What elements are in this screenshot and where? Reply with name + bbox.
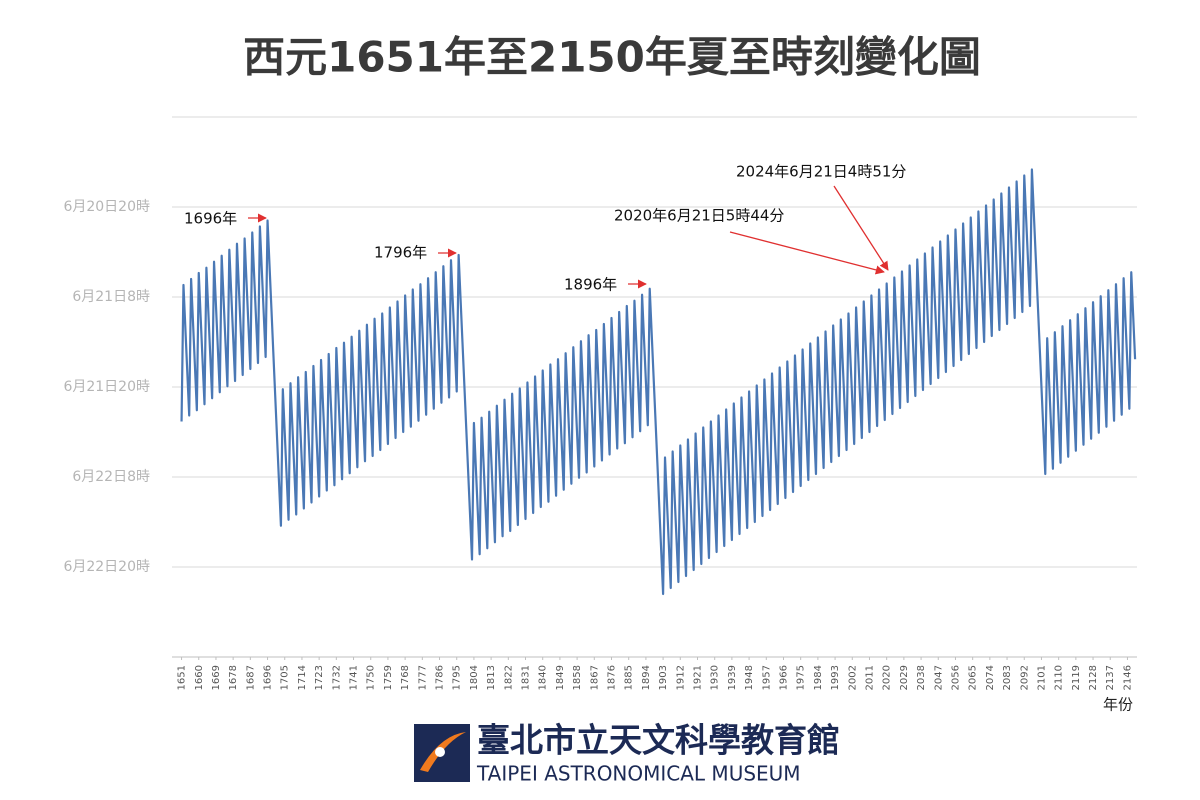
x-tick-label: 2083 (1002, 665, 1013, 690)
x-tick-label: 1786 (435, 665, 446, 690)
x-tick-label: 1759 (383, 665, 394, 690)
x-tick-label: 1912 (675, 665, 686, 690)
x-tick-label: 1687 (245, 665, 256, 690)
x-tick-label: 1723 (314, 665, 325, 690)
x-tick-label: 1921 (692, 665, 703, 690)
logo: 臺北市立天文科學教育館 TAIPEI ASTRONOMICAL MUSEUM (414, 721, 840, 786)
x-tick-label: 2056 (950, 665, 961, 690)
x-tick-label: 2065 (968, 665, 979, 690)
x-tick-label: 1831 (521, 665, 532, 690)
x-tick-label: 1795 (452, 665, 463, 690)
x-tick-label: 1903 (658, 665, 669, 690)
x-tick-label: 2092 (1019, 665, 1030, 690)
x-tick-label: 2038 (916, 665, 927, 690)
x-tick-label: 2020 (882, 665, 893, 690)
x-tick-label: 1651 (177, 665, 188, 690)
x-tick-label: 1813 (486, 665, 497, 690)
x-tick-label: 1732 (331, 665, 342, 690)
x-tick-label: 1894 (641, 665, 652, 690)
x-tick-label: 1966 (778, 665, 789, 690)
x-tick-label: 1993 (830, 665, 841, 690)
x-tick-label: 1957 (761, 665, 772, 690)
x-tick-label: 2119 (1071, 665, 1082, 690)
x-tick-label: 1858 (572, 665, 583, 690)
x-tick-label: 2074 (985, 665, 996, 690)
y-tick-label: 6月21日8時 (72, 289, 150, 305)
x-tick-label: 1975 (796, 665, 807, 690)
x-tick-label: 1714 (297, 665, 308, 690)
x-tick-label: 1741 (349, 665, 360, 690)
x-tick-label: 1804 (469, 665, 480, 690)
x-tick-label: 1822 (503, 665, 514, 690)
annotation: 1796年 (374, 244, 427, 262)
x-tick-label: 1750 (366, 665, 377, 690)
y-tick-label: 6月20日20時 (63, 199, 150, 215)
y-tick-label: 6月22日8時 (72, 469, 150, 485)
annotation: 1696年 (184, 210, 237, 228)
x-tick-label: 2128 (1088, 665, 1099, 690)
x-tick-label: 2146 (1122, 665, 1133, 690)
logo-swoosh (420, 732, 466, 772)
x-tick-label: 1939 (727, 665, 738, 690)
data-line (180, 168, 1137, 596)
x-tick-label: 1930 (710, 665, 721, 690)
x-axis-label: 年份 (1103, 696, 1133, 714)
x-tick-label: 2047 (933, 665, 944, 690)
x-tick-label: 2002 (847, 665, 858, 690)
logo-dot (435, 747, 445, 757)
x-tick-label: 2011 (864, 665, 875, 690)
chart-title: 西元1651年至2150年夏至時刻變化圖 (243, 33, 981, 82)
x-tick-label: 2137 (1105, 665, 1116, 690)
x-tick-label: 1777 (417, 665, 428, 690)
y-tick-label: 6月21日20時 (63, 379, 150, 395)
x-tick-label: 1840 (538, 665, 549, 690)
annotation: 2024年6月21日4時51分 (736, 163, 906, 181)
x-tick-label: 1849 (555, 665, 566, 690)
x-tick-label: 1696 (263, 665, 274, 690)
x-tick-label: 1876 (607, 665, 618, 690)
x-tick-label: 1867 (589, 665, 600, 690)
x-tick-label: 1768 (400, 665, 411, 690)
logo-name: 臺北市立天文科學教育館 (477, 721, 840, 760)
x-tick-label: 1984 (813, 665, 824, 690)
x-tick-label: 2029 (899, 665, 910, 690)
x-tick-label: 2101 (1036, 665, 1047, 690)
x-tick-label: 2110 (1054, 665, 1065, 690)
x-tick-label: 1669 (211, 665, 222, 690)
x-tick-label: 1705 (280, 665, 291, 690)
x-tick-label: 1678 (228, 665, 239, 690)
annotation-arrow (833, 185, 889, 271)
annotation: 1896年 (564, 276, 617, 294)
x-tick-label: 1885 (624, 665, 635, 690)
annotation-arrow (729, 231, 885, 275)
x-tick-label: 1660 (194, 665, 205, 690)
annotation: 2020年6月21日5時44分 (614, 207, 784, 225)
y-tick-label: 6月22日20時 (63, 559, 150, 575)
logo-name-en: TAIPEI ASTRONOMICAL MUSEUM (476, 762, 801, 786)
x-tick-label: 1948 (744, 665, 755, 690)
